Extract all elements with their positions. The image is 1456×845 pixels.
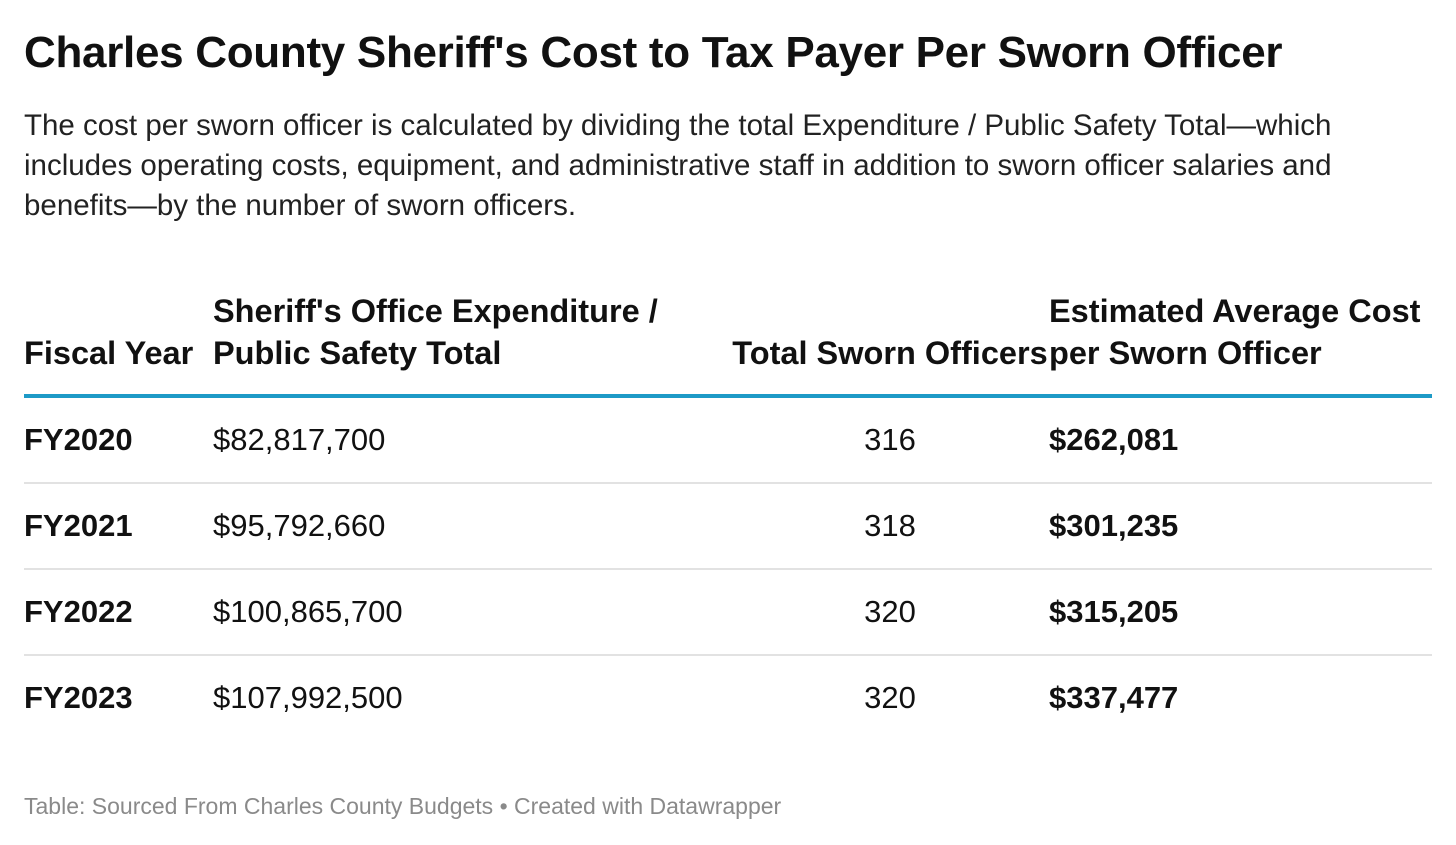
fiscal-year-cell: FY2020 — [24, 396, 213, 484]
fiscal-year-cell: FY2022 — [24, 569, 213, 656]
cost-per-officer-cell: $262,081 — [1049, 396, 1432, 484]
chart-description: The cost per sworn officer is calculated… — [24, 109, 1332, 222]
source-footer: Table: Sourced From Charles County Budge… — [24, 793, 782, 819]
fiscal-year-cell: FY2023 — [24, 680, 133, 715]
expenditure-cell: $100,865,700 — [213, 569, 731, 656]
sworn-officers-cell: 320 — [864, 680, 916, 715]
expenditure-cell: $82,817,700 — [213, 396, 731, 484]
expenditure-cell: $95,792,660 — [213, 483, 731, 570]
sworn-officers-cell: 320 — [731, 569, 1049, 656]
column-header-fiscal-year: Fiscal Year — [24, 286, 213, 398]
table-row: FY2022 $100,865,700 320 $315,205 — [24, 569, 1432, 656]
cost-per-officer-cell: $337,477 — [1049, 680, 1179, 715]
cost-per-officer-cell: $301,235 — [1049, 483, 1432, 570]
column-header-cost-per-officer: Estimated Average Cost per Sworn Officer — [1049, 286, 1432, 398]
column-header-total-sworn-officers: Total Sworn Officers — [731, 286, 1049, 398]
table-header-row: Fiscal Year Sheriff's Office Expenditure… — [24, 286, 1432, 398]
expenditure-cell: $107,992,500 — [213, 680, 403, 715]
column-header-expenditure: Sheriff's Office Expenditure / Public Sa… — [213, 286, 731, 398]
chart-title: Charles County Sheriff's Cost to Tax Pay… — [24, 28, 1283, 77]
table-row: FY2023 $107,992,500 320 $337,477 — [24, 655, 1432, 740]
data-table: Fiscal Year Sheriff's Office Expenditure… — [24, 286, 1432, 740]
cost-per-officer-cell: $315,205 — [1049, 569, 1432, 656]
table-row: FY2020 $82,817,700 316 $262,081 — [24, 396, 1432, 484]
fiscal-year-cell: FY2021 — [24, 483, 213, 570]
sworn-officers-cell: 316 — [731, 396, 1049, 484]
sworn-officers-cell: 318 — [731, 483, 1049, 570]
table-row: FY2021 $95,792,660 318 $301,235 — [24, 483, 1432, 570]
